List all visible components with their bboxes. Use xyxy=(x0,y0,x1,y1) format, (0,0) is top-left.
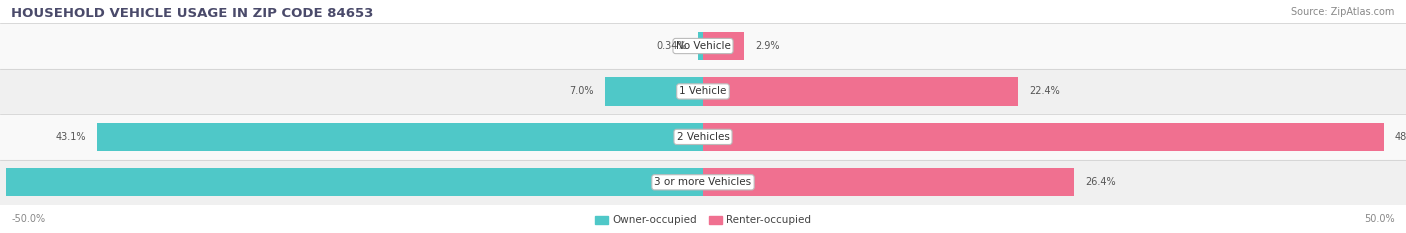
Text: 43.1%: 43.1% xyxy=(55,132,86,142)
Bar xyxy=(0,23,1406,69)
Text: 0.34%: 0.34% xyxy=(657,41,688,51)
Bar xyxy=(703,32,744,60)
Bar xyxy=(0,160,1406,205)
Bar xyxy=(605,77,703,106)
Text: -50.0%: -50.0% xyxy=(11,214,45,224)
Text: 2.9%: 2.9% xyxy=(755,41,779,51)
Text: 50.0%: 50.0% xyxy=(1364,214,1395,224)
Text: 3 or more Vehicles: 3 or more Vehicles xyxy=(654,177,752,187)
Bar xyxy=(703,77,1018,106)
Text: 7.0%: 7.0% xyxy=(569,86,593,96)
Text: No Vehicle: No Vehicle xyxy=(675,41,731,51)
Text: 22.4%: 22.4% xyxy=(1029,86,1060,96)
Bar xyxy=(699,32,703,60)
Text: 26.4%: 26.4% xyxy=(1085,177,1116,187)
Bar xyxy=(97,123,703,151)
Bar xyxy=(0,114,1406,160)
Text: 48.4%: 48.4% xyxy=(1395,132,1406,142)
Text: 2 Vehicles: 2 Vehicles xyxy=(676,132,730,142)
Text: 1 Vehicle: 1 Vehicle xyxy=(679,86,727,96)
Text: HOUSEHOLD VEHICLE USAGE IN ZIP CODE 84653: HOUSEHOLD VEHICLE USAGE IN ZIP CODE 8465… xyxy=(11,7,374,20)
Bar xyxy=(0,69,1406,114)
Bar xyxy=(6,168,703,196)
Bar xyxy=(703,168,1074,196)
Bar xyxy=(703,123,1384,151)
Legend: Owner-occupied, Renter-occupied: Owner-occupied, Renter-occupied xyxy=(595,216,811,226)
Text: Source: ZipAtlas.com: Source: ZipAtlas.com xyxy=(1291,7,1395,17)
